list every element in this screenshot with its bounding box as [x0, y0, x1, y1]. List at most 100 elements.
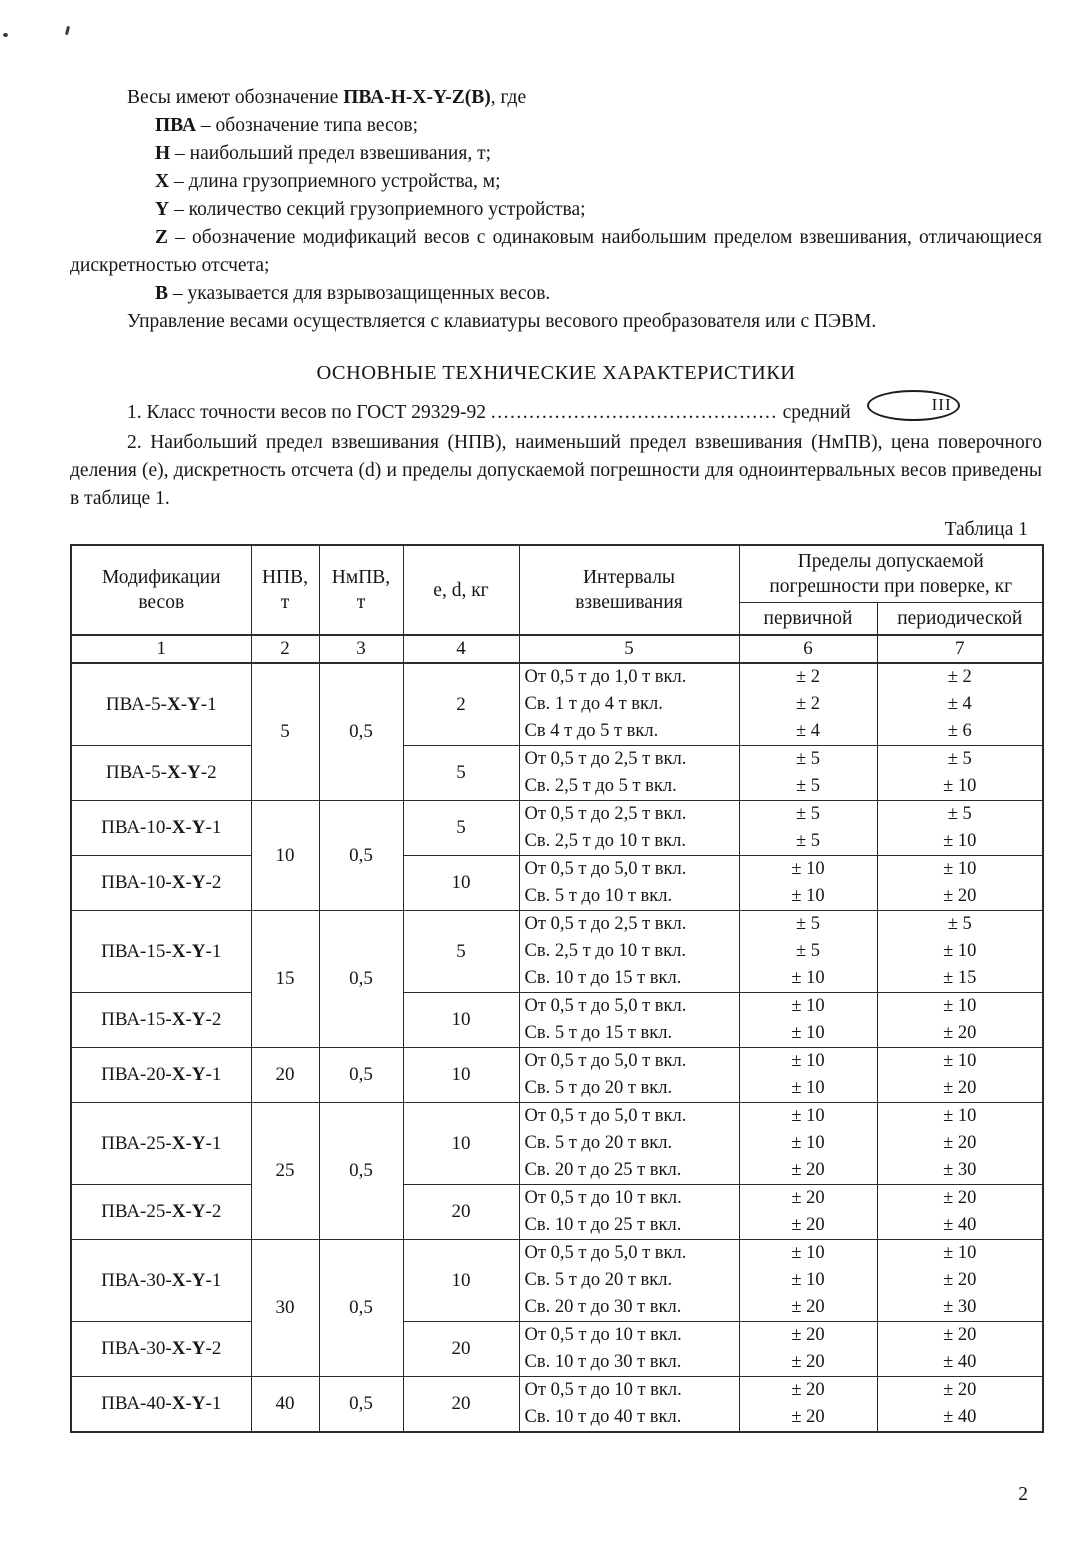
- periodic-error-line: ± 30: [943, 1160, 977, 1180]
- interval-line: Св. 10 т до 25 т вкл.: [524, 1215, 682, 1235]
- intervals-cell: От 0,5 т до 5,0 т вкл. Св. 5 т до 20 т вк…: [518, 1239, 740, 1322]
- periodic-error-cell: ± 20 ± 40: [876, 1321, 1044, 1377]
- ed-cell: 10: [402, 1239, 520, 1322]
- primary-error-line: ± 10: [791, 1133, 825, 1153]
- primary-error-line: ± 10: [791, 859, 825, 879]
- dot-leader: ........................................…: [490, 402, 778, 423]
- periodic-error-line: ± 10: [943, 996, 977, 1016]
- periodic-error-line: ± 2: [947, 667, 972, 687]
- mod-name-cell: ПВА-10-X-Y-2: [70, 855, 252, 911]
- periodic-error-line: ± 5: [947, 749, 972, 769]
- periodic-error-line: ± 4: [947, 694, 972, 714]
- nmpv-cell: 0,5: [318, 1102, 404, 1240]
- periodic-error-line: ± 5: [947, 804, 972, 824]
- primary-error-line: ± 10: [791, 996, 825, 1016]
- interval-line: Св. 5 т до 20 т вкл.: [524, 1078, 673, 1098]
- interval-line: От 0,5 т до 2,5 т вкл.: [524, 804, 687, 824]
- primary-error-cell: ± 5 ± 5: [738, 800, 878, 856]
- periodic-error-cell: ± 5 ± 10 ± 15: [876, 910, 1044, 993]
- interval-line: Св. 2,5 т до 10 т вкл.: [524, 941, 687, 961]
- interval-line: От 0,5 т до 2,5 т вкл.: [524, 914, 687, 934]
- intervals-cell: От 0,5 т до 5,0 т вкл. Св. 5 т до 10 т вк…: [518, 855, 740, 911]
- spec-row: ПВА-25-X-Y-1 25 0,5 10 От 0,5 т до 5,0 т вкл…: [70, 1102, 1044, 1240]
- header-nmpv: НмПВ, т: [318, 544, 404, 636]
- ed-cell: 20: [402, 1184, 520, 1240]
- primary-error-cell: ± 20 ± 20: [738, 1184, 878, 1240]
- periodic-error-line: ± 10: [943, 941, 977, 961]
- interval-line: Св. 2,5 т до 5 т вкл.: [524, 776, 677, 796]
- ed-cell: 10: [402, 855, 520, 911]
- header-error-limits: Пределы допускаемой погрешности при пове…: [738, 544, 1044, 603]
- intervals-cell: От 0,5 т до 2,5 т вкл. Св. 2,5 т до 5 т в…: [518, 745, 740, 801]
- spec-row: ПВА-20-X-Y-1 20 0,5 10 От 0,5 т до 5,0 т вкл…: [70, 1047, 1044, 1103]
- periodic-error-line: ± 40: [943, 1407, 977, 1427]
- col-number-cell: 2: [250, 634, 320, 664]
- primary-error-cell: ± 2 ± 2 ± 4: [738, 662, 878, 746]
- periodic-error-line: ± 20: [943, 1133, 977, 1153]
- ed-cell: 10: [402, 1047, 520, 1103]
- page-content: Весы имеют обозначение ПВА-Н-X-Y-Z(В), г…: [70, 84, 1044, 1433]
- periodic-error-line: ± 20: [943, 1078, 977, 1098]
- table-intro-paragraph: 2. Наибольший предел взвешивания (НПВ), …: [70, 432, 1042, 509]
- ed-cell: 20: [402, 1376, 520, 1433]
- interval-line: Св. 5 т до 20 т вкл.: [524, 1133, 673, 1153]
- accuracy-class-badge: III: [866, 390, 960, 421]
- col-number-cell: 3: [318, 634, 404, 664]
- primary-error-line: ± 2: [795, 694, 821, 714]
- spec-row: ПВА-5-X-Y-2 5 От 0,5 т до 2,5 т вкл. Св. 2,…: [70, 745, 1044, 801]
- section-title: ОСНОВНЫЕ ТЕХНИЧЕСКИЕ ХАРАКТЕРИСТИКИ: [316, 362, 796, 384]
- interval-line: От 0,5 т до 10 т вкл.: [524, 1188, 682, 1208]
- periodic-error-cell: ± 5 ± 10: [876, 745, 1044, 801]
- primary-error-line: ± 10: [791, 1106, 825, 1126]
- primary-error-line: ± 10: [791, 968, 825, 988]
- periodic-error-line: ± 20: [943, 1023, 977, 1043]
- interval-line: Св. 1 т до 4 т вкл.: [524, 694, 663, 714]
- intro-tail: , где: [490, 87, 527, 108]
- col-number-cell: 7: [876, 634, 1044, 664]
- interval-line: От 0,5 т до 5,0 т вкл.: [524, 1243, 687, 1263]
- nmpv-cell: 0,5: [318, 1376, 404, 1433]
- spec-row: ПВА-15-X-Y-1 15 0,5 5 От 0,5 т до 2,5 т вкл.…: [70, 910, 1044, 1048]
- designation-item: ПВА – обозначение типа весов;: [155, 115, 419, 136]
- primary-error-cell: ± 10 ± 10: [738, 855, 878, 911]
- scan-artifact-dot: [3, 33, 8, 37]
- col-number-cell: 1: [70, 634, 252, 664]
- nmpv-cell: 0,5: [318, 800, 404, 911]
- periodic-error-line: ± 20: [943, 1270, 977, 1290]
- periodic-error-line: ± 10: [943, 776, 977, 796]
- header-npv: НПВ, т: [250, 544, 320, 636]
- primary-error-cell: ± 20 ± 20: [738, 1321, 878, 1377]
- periodic-error-cell: ± 10 ± 20: [876, 855, 1044, 911]
- primary-error-line: ± 20: [791, 1297, 825, 1317]
- intervals-cell: От 0,5 т до 2,5 т вкл. Св. 2,5 т до 10 т …: [518, 800, 740, 856]
- col-number-cell: 6: [738, 634, 878, 664]
- column-number-row: 1 2 3 4 5 6 7: [70, 634, 1044, 664]
- control-line: Управление весами осуществляется с клави…: [127, 311, 877, 332]
- primary-error-line: ± 20: [791, 1325, 825, 1345]
- periodic-error-line: ± 20: [943, 1380, 977, 1400]
- mod-name-cell: ПВА-5-X-Y-1: [70, 662, 252, 746]
- designation-item: X – длина грузоприемного устройства, м;: [155, 171, 501, 192]
- nmpv-cell: 0,5: [318, 1239, 404, 1377]
- interval-line: От 0,5 т до 5,0 т вкл.: [524, 1106, 687, 1126]
- interval-line: Св. 10 т до 15 т вкл.: [524, 968, 682, 988]
- accuracy-class-value: средний: [777, 402, 851, 423]
- ed-cell: 10: [402, 1102, 520, 1185]
- spec-row: ПВА-10-X-Y-1 10 0,5 5 От 0,5 т до 2,5 т вкл.…: [70, 800, 1044, 911]
- periodic-error-cell: ± 10 ± 20 ± 30: [876, 1239, 1044, 1322]
- mod-name-cell: ПВА-30-X-Y-2: [70, 1321, 252, 1377]
- ed-cell: 10: [402, 992, 520, 1048]
- mod-name-cell: ПВА-5-X-Y-2: [70, 745, 252, 801]
- interval-line: Св. 10 т до 30 т вкл.: [524, 1352, 682, 1372]
- primary-error-cell: ± 10 ± 10 ± 20: [738, 1102, 878, 1185]
- interval-line: От 0,5 т до 5,0 т вкл.: [524, 996, 687, 1016]
- primary-error-cell: ± 5 ± 5 ± 10: [738, 910, 878, 993]
- nmpv-cell: 0,5: [318, 662, 404, 801]
- periodic-error-cell: ± 20 ± 40: [876, 1184, 1044, 1240]
- periodic-error-line: ± 40: [943, 1352, 977, 1372]
- header-periodic: периодической: [876, 602, 1044, 636]
- periodic-error-cell: ± 2 ± 4 ± 6: [876, 662, 1044, 746]
- header-ed: e, d, кг: [402, 544, 520, 636]
- periodic-error-line: ± 20: [943, 1188, 977, 1208]
- spec-row: ПВА-30-X-Y-2 20 От 0,5 т до 10 т вкл. Св. 1…: [70, 1321, 1044, 1377]
